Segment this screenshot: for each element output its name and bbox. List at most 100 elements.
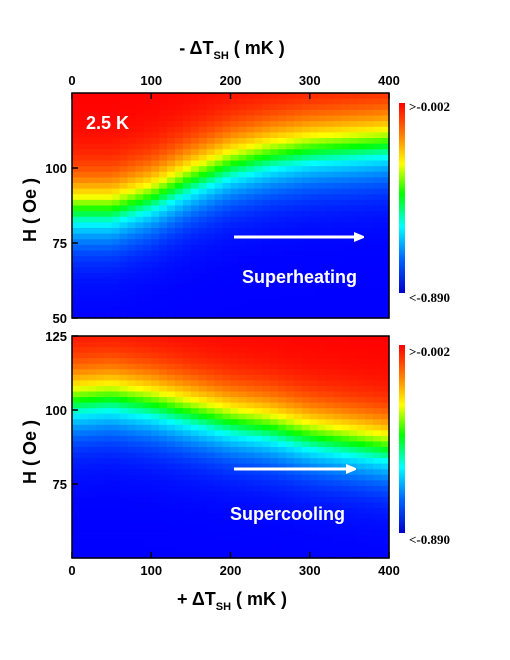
heatmap-cell: [381, 430, 390, 437]
heatmap-cell: [341, 435, 350, 443]
heatmap-cell: [301, 160, 311, 167]
heatmap-cell: [95, 408, 105, 415]
heatmap-cell: [111, 546, 121, 554]
heatmap-cell: [349, 267, 358, 274]
heatmap-cell: [222, 391, 232, 398]
heatmap-cell: [381, 177, 390, 184]
heatmap-cell: [72, 166, 81, 173]
heatmap-cell: [135, 474, 144, 481]
heatmap-cell: [103, 408, 113, 415]
heatmap-cell: [214, 183, 224, 190]
heatmap-cell: [111, 524, 121, 531]
heatmap-cell: [206, 199, 216, 207]
heatmap-cell: [293, 109, 303, 117]
heatmap-cell: [278, 513, 287, 520]
heatmap-cell: [293, 369, 303, 376]
heatmap-cell: [293, 463, 303, 470]
heatmap-cell: [175, 93, 184, 100]
heatmap-cell: [135, 447, 144, 454]
heatmap-cell: [270, 474, 279, 481]
heatmap-cell: [349, 239, 358, 246]
heatmap-cell: [309, 391, 319, 398]
heatmap-cell: [309, 374, 319, 381]
heatmap-cell: [270, 278, 279, 285]
heatmap-cell: [317, 306, 327, 313]
heatmap-cell: [127, 211, 136, 218]
heatmap-cell: [127, 261, 136, 268]
heatmap-cell: [151, 336, 160, 343]
heatmap-cell: [79, 369, 89, 376]
heatmap-cell: [349, 380, 358, 387]
heatmap-cell: [103, 519, 113, 526]
heatmap-cell: [357, 93, 366, 100]
heatmap-cell: [381, 205, 390, 212]
heatmap-cell: [238, 244, 247, 252]
heatmap-cell: [175, 104, 184, 111]
heatmap-cell: [333, 138, 343, 145]
heatmap-cell: [95, 93, 105, 100]
heatmap-cell: [381, 469, 390, 476]
heatmap-cell: [103, 413, 113, 420]
heatmap-cell: [254, 391, 263, 398]
heatmap-cell: [143, 374, 152, 381]
heatmap-cell: [254, 441, 263, 448]
heatmap-cell: [198, 496, 208, 504]
heatmap-cell: [87, 502, 97, 509]
heatmap-cell: [222, 452, 232, 459]
heatmap-cell: [111, 502, 121, 509]
heatmap-cell: [95, 385, 105, 393]
heatmap-cell: [222, 513, 232, 520]
heatmap-cell: [143, 104, 152, 111]
heatmap-cell: [87, 289, 97, 297]
heatmap-cell: [103, 228, 113, 235]
heatmap-cell: [206, 205, 216, 212]
heatmap-cell: [357, 188, 366, 195]
heatmap-cell: [119, 458, 129, 465]
heatmap-cell: [278, 541, 287, 548]
heatmap-cell: [325, 295, 335, 302]
heatmap-cell: [72, 177, 81, 184]
heatmap-cell: [222, 374, 232, 381]
heatmap-cell: [103, 508, 113, 515]
heatmap-cell: [301, 352, 311, 359]
heatmap-cell: [262, 447, 271, 454]
heatmap-cell: [381, 391, 390, 398]
heatmap-cell: [167, 177, 176, 184]
heatmap-cell: [182, 93, 192, 100]
heatmap-cell: [301, 535, 311, 542]
heatmap-cell: [182, 424, 192, 431]
heatmap-cell: [175, 194, 184, 201]
bottom-x-axis-ticks: 0 100 200 300 400: [68, 552, 400, 578]
heatmap-cell: [349, 458, 358, 465]
heatmap-cell: [341, 424, 350, 431]
heatmap-cell: [95, 369, 105, 376]
heatmap-cell: [103, 216, 113, 223]
heatmap-cell: [333, 171, 343, 178]
heatmap-cell: [190, 166, 200, 173]
heatmap-cell: [301, 149, 311, 156]
heatmap-cell: [325, 374, 335, 381]
heatmap-cell: [341, 363, 350, 370]
heatmap-cell: [214, 408, 224, 415]
heatmap-cell: [182, 524, 192, 531]
heatmap-cell: [206, 369, 216, 376]
heatmap-cell: [293, 250, 303, 257]
heatmap-cell: [301, 267, 311, 274]
heatmap-cell: [127, 115, 136, 122]
heatmap-cell: [230, 143, 240, 150]
heatmap-cell: [95, 430, 105, 437]
heatmap-cell: [103, 463, 113, 470]
heatmap-cell: [103, 188, 113, 195]
heatmap-cell: [317, 267, 327, 274]
heatmap-cell: [87, 295, 97, 302]
heatmap-cell: [262, 535, 271, 542]
heatmap-cell: [357, 216, 366, 223]
heatmap-cell: [341, 138, 350, 145]
heatmap-cell: [198, 552, 208, 559]
heatmap-cell: [317, 474, 327, 481]
heatmap-cell: [159, 177, 168, 184]
heatmap-cell: [135, 93, 144, 100]
heatmap-cell: [167, 295, 176, 302]
heatmap-cell: [79, 239, 89, 246]
heatmap-cell: [222, 205, 232, 212]
